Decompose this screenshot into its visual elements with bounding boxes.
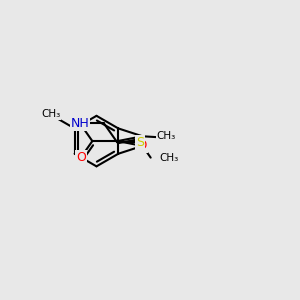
Text: O: O <box>76 151 86 164</box>
Text: S: S <box>136 136 144 148</box>
Text: NH: NH <box>71 117 89 130</box>
Text: CH₃: CH₃ <box>157 131 176 141</box>
Text: CH₃: CH₃ <box>41 109 61 119</box>
Text: O: O <box>138 140 147 152</box>
Text: CH₃: CH₃ <box>160 153 179 163</box>
